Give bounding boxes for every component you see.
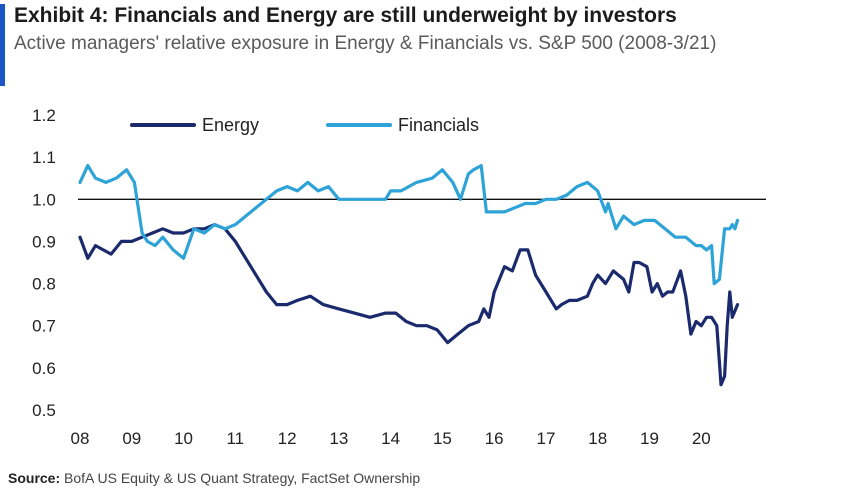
legend-label-energy: Energy: [202, 115, 259, 135]
x-tick-label: 08: [71, 429, 90, 448]
x-tick-label: 10: [174, 429, 193, 448]
y-tick-label: 1.0: [32, 190, 56, 209]
source-label: Source:: [8, 470, 61, 486]
source-text: BofA US Equity & US Quant Strategy, Fact…: [64, 470, 421, 486]
x-tick-label: 09: [122, 429, 141, 448]
source-note: Source: BofA US Equity & US Quant Strate…: [8, 470, 420, 486]
series-line-energy: [78, 223, 740, 387]
y-tick-label: 1.1: [32, 148, 56, 167]
x-tick-label: 12: [278, 429, 297, 448]
series-line-financials: [78, 164, 740, 286]
x-tick-label: 16: [485, 429, 504, 448]
y-tick-label: 0.7: [32, 317, 56, 336]
y-tick-label: 0.6: [32, 359, 56, 378]
x-axis-ticks: 08 09 10 11 12 13 14 15 16 17 18 19 20: [71, 429, 711, 448]
legend: Energy Financials: [130, 115, 479, 135]
y-tick-label: 0.9: [32, 232, 56, 251]
x-tick-label: 18: [588, 429, 607, 448]
legend-label-financials: Financials: [398, 115, 479, 135]
chart-subtitle: Active managers' relative exposure in En…: [14, 33, 717, 54]
title-accent-bar: [0, 4, 5, 86]
x-tick-label: 11: [226, 429, 244, 448]
x-tick-label: 15: [433, 429, 452, 448]
y-axis-ticks: 0.5 0.6 0.7 0.8 0.9 1.0 1.1 1.2: [32, 106, 56, 420]
series-lines: [78, 164, 740, 387]
chart-title: Exhibit 4: Financials and Energy are sti…: [14, 4, 677, 27]
x-tick-label: 19: [640, 429, 659, 448]
y-tick-label: 0.8: [32, 275, 56, 294]
y-tick-label: 0.5: [32, 401, 56, 420]
y-tick-label: 1.2: [32, 106, 56, 125]
x-tick-label: 20: [692, 429, 711, 448]
x-tick-label: 14: [381, 429, 400, 448]
x-tick-label: 13: [329, 429, 348, 448]
x-tick-label: 17: [537, 429, 556, 448]
